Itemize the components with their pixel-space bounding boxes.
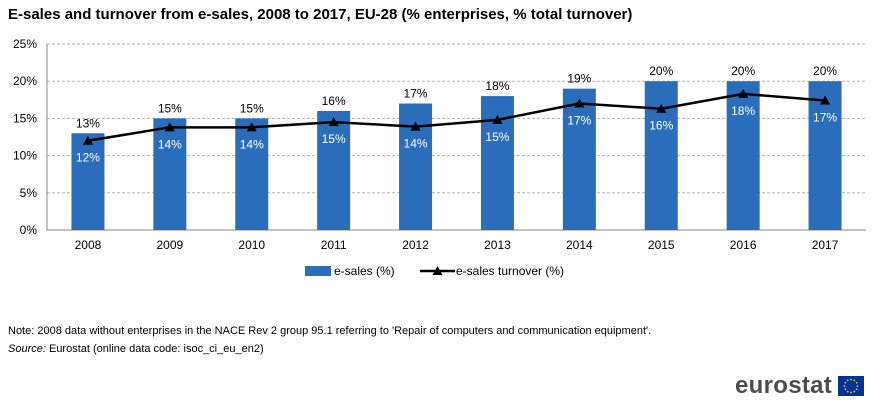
eu-flag-icon — [838, 376, 865, 396]
bar-value-label: 18% — [485, 79, 509, 93]
x-tick-label: 2015 — [648, 238, 675, 252]
line-series — [82, 88, 831, 145]
bar — [235, 118, 269, 230]
flag-star — [853, 379, 856, 382]
y-tick-label: 5% — [20, 186, 38, 200]
bar-value-label: 19% — [567, 72, 591, 86]
legend-swatch-marker — [432, 266, 443, 275]
legend-label: e-sales turnover (%) — [456, 264, 564, 278]
bar-value-label: 20% — [731, 64, 755, 78]
line-value-label: 14% — [240, 137, 264, 151]
x-tick-label: 2017 — [812, 238, 839, 252]
y-tick-label: 25% — [13, 37, 37, 51]
x-axis: 2008 2009 2010 2011 2012 2013 2014 2015 2016 2017 — [75, 238, 839, 252]
data-labels: 13% 15% 15% 16% 17% 18% 19% 20% 20% 20% 12% 14% 14% 1… — [76, 64, 837, 165]
line-marker — [82, 135, 93, 145]
flag-star — [853, 390, 856, 393]
line-marker — [820, 95, 831, 105]
flag-star — [844, 388, 847, 391]
logo-text: eurostat — [735, 372, 833, 399]
line-marker — [164, 122, 175, 132]
flag-star — [855, 388, 858, 391]
flag-star — [856, 385, 859, 387]
flag-star — [844, 381, 847, 384]
line-marker — [328, 117, 339, 127]
bar-value-label: 15% — [158, 101, 182, 115]
x-tick-label: 2011 — [321, 238, 347, 252]
flag-star — [843, 385, 846, 387]
line-value-label: 15% — [485, 130, 509, 144]
bar-value-label: 16% — [322, 94, 346, 108]
bar-value-label: 17% — [404, 87, 428, 101]
source-label: Source: — [8, 343, 46, 355]
x-tick-label: 2009 — [156, 238, 183, 252]
x-tick-label: 2013 — [484, 238, 511, 252]
line-value-label: 12% — [76, 151, 100, 165]
line-value-label: 17% — [813, 111, 837, 125]
x-tick-label: 2012 — [402, 238, 429, 252]
chart-title: E-sales and turnover from e-sales, 2008 … — [8, 6, 633, 23]
legend-label: e-sales (%) — [334, 264, 395, 278]
bar — [562, 88, 596, 230]
line-value-label: 15% — [322, 132, 346, 146]
footnote: Note: 2008 data without enterprises in t… — [8, 325, 652, 337]
bar — [317, 110, 351, 230]
line-marker — [574, 98, 585, 108]
x-tick-label: 2008 — [75, 238, 102, 252]
x-tick-label: 2014 — [566, 238, 593, 252]
legend: e-sales (%) e-sales turnover (%) — [305, 264, 564, 278]
legend-swatch-bar — [305, 266, 331, 276]
eurostat-logo: eurostat — [735, 371, 865, 401]
line-value-label: 14% — [158, 137, 182, 151]
line-value-label: 14% — [404, 137, 428, 151]
source-line: Source: Eurostat (online data code: isoc… — [8, 343, 264, 355]
line-marker — [410, 121, 421, 131]
line-marker — [656, 103, 667, 113]
bar — [644, 81, 678, 230]
bar-series — [71, 81, 842, 230]
flag-star — [846, 390, 849, 393]
bar-value-label: 13% — [76, 116, 100, 130]
line-value-label: 17% — [567, 114, 591, 128]
line-value-label: 18% — [731, 104, 755, 118]
flag-star — [855, 381, 858, 384]
flag-star — [850, 378, 852, 381]
source-text: Eurostat (online data code: isoc_ci_eu_e… — [45, 343, 264, 355]
bar-value-label: 15% — [240, 101, 264, 115]
flag-star — [846, 379, 849, 382]
series-line — [87, 92, 826, 142]
line-value-label: 16% — [649, 119, 673, 133]
chart: 0% 5% 10% 15% 20% 25% 13% 15% 15% 16% 17% 18% 19% 20… — [13, 37, 866, 278]
bar-value-label: 20% — [813, 64, 837, 78]
bar — [153, 118, 187, 230]
flag-star — [850, 391, 852, 394]
line-marker — [738, 88, 749, 98]
x-tick-label: 2016 — [730, 238, 757, 252]
bar — [71, 133, 105, 230]
bar — [726, 81, 760, 230]
y-tick-label: 10% — [13, 149, 37, 163]
y-tick-label: 0% — [20, 223, 38, 237]
line-marker — [246, 122, 257, 132]
x-tick-label: 2010 — [238, 238, 265, 252]
line-marker — [492, 114, 503, 124]
bar-value-label: 20% — [649, 64, 673, 78]
y-tick-label: 15% — [13, 111, 37, 125]
y-tick-label: 20% — [13, 74, 37, 88]
bar — [808, 81, 842, 230]
